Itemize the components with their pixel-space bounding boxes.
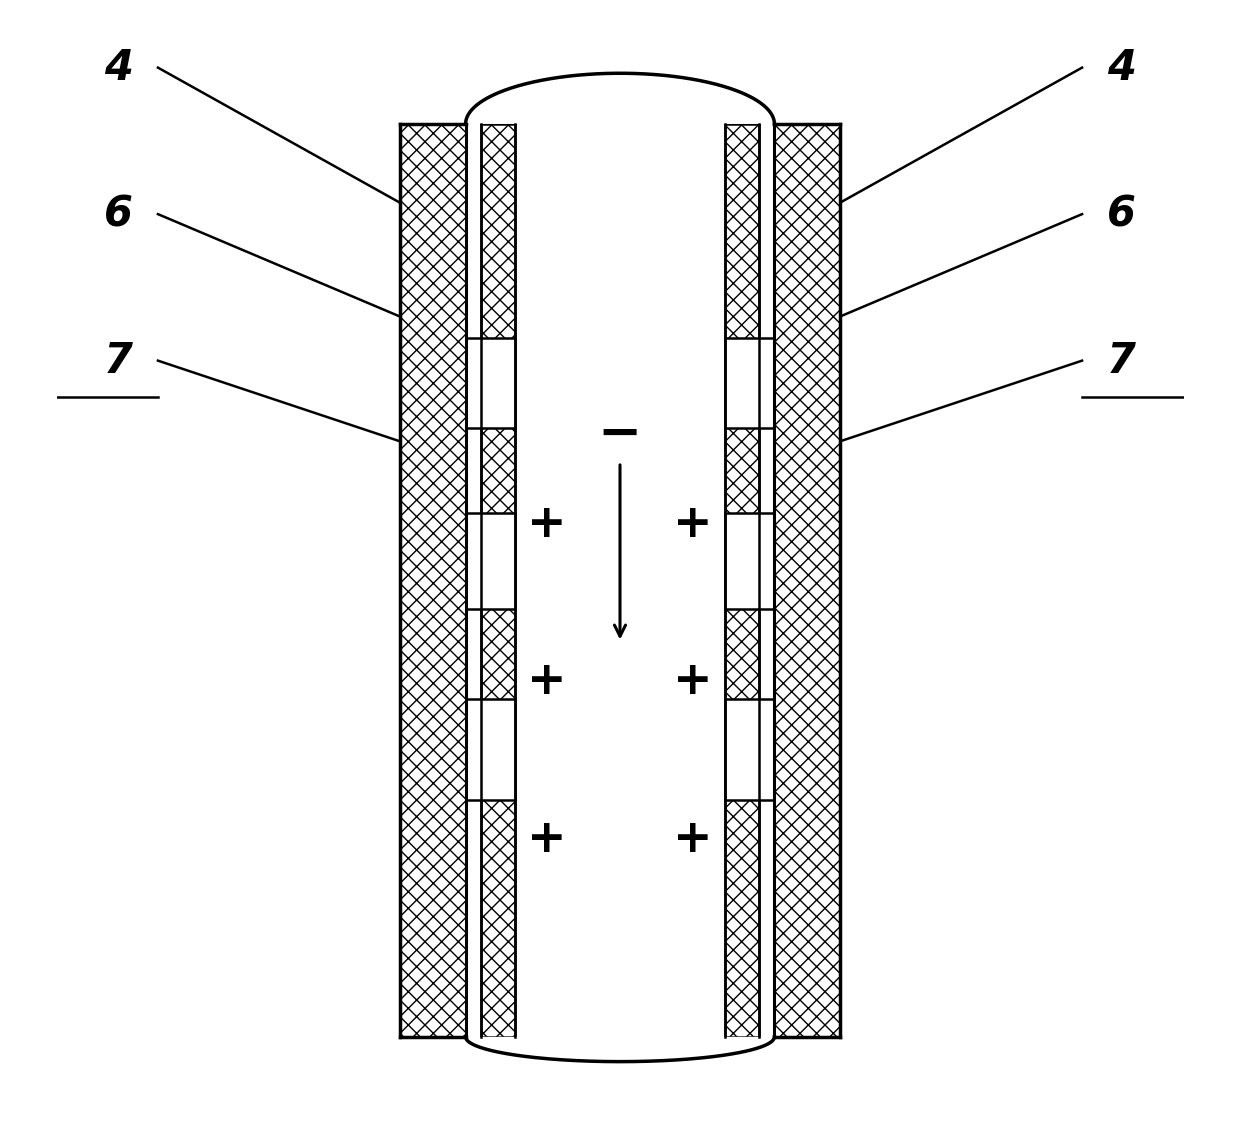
Polygon shape xyxy=(465,338,515,428)
Polygon shape xyxy=(465,1037,775,1062)
Polygon shape xyxy=(725,124,759,1037)
Polygon shape xyxy=(515,124,725,1037)
Polygon shape xyxy=(725,513,775,609)
Polygon shape xyxy=(465,513,515,609)
Text: 7: 7 xyxy=(104,339,133,382)
Text: 6: 6 xyxy=(1107,193,1136,236)
Text: 7: 7 xyxy=(1107,339,1136,382)
Polygon shape xyxy=(465,124,481,1037)
Polygon shape xyxy=(725,699,775,800)
Text: +: + xyxy=(527,502,567,547)
Polygon shape xyxy=(465,73,775,124)
Text: +: + xyxy=(673,817,713,862)
Text: −: − xyxy=(598,408,642,460)
Text: +: + xyxy=(673,659,713,704)
Text: +: + xyxy=(673,502,713,547)
Polygon shape xyxy=(725,338,775,428)
Polygon shape xyxy=(775,124,839,1037)
Text: +: + xyxy=(527,659,567,704)
Text: 6: 6 xyxy=(104,193,133,236)
Text: 4: 4 xyxy=(1107,46,1136,89)
Text: +: + xyxy=(527,817,567,862)
Polygon shape xyxy=(759,124,775,1037)
Polygon shape xyxy=(465,699,515,800)
Text: 4: 4 xyxy=(104,46,133,89)
Polygon shape xyxy=(401,124,465,1037)
Polygon shape xyxy=(481,124,515,1037)
